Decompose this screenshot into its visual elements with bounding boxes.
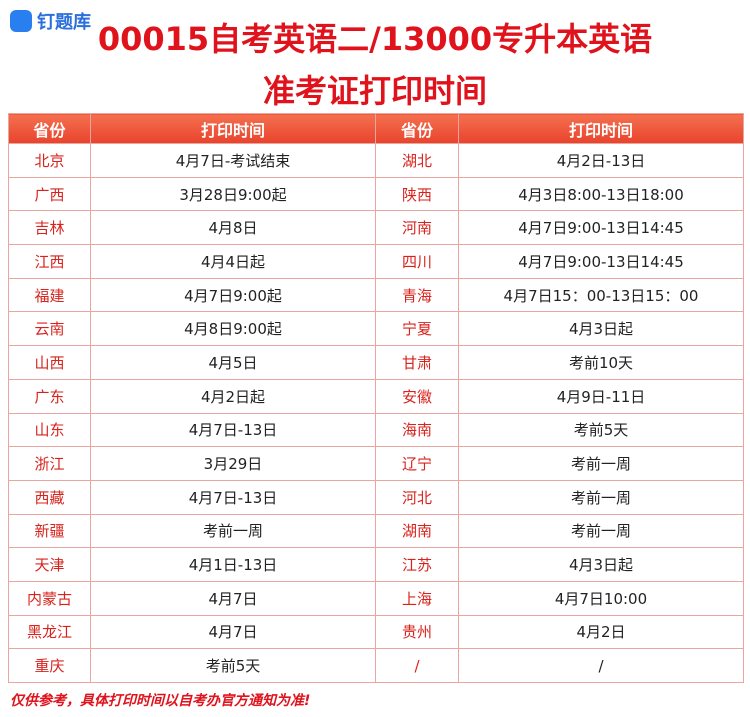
header-cell: 打印时间: [458, 113, 744, 144]
province-cell: /: [375, 648, 459, 683]
time-cell: 4月7日15：00-13日15：00: [458, 277, 744, 313]
logo: 钉题库: [10, 8, 91, 34]
table-row: 西藏 4月7日-13日 河北 考前一周: [8, 479, 744, 515]
time-cell: 3月28日9:00起: [90, 176, 376, 212]
time-cell: 4月7日9:00-13日14:45: [458, 244, 744, 279]
time-cell: 4月7日-考试结束: [90, 143, 376, 178]
time-cell: 4月4日起: [90, 244, 376, 279]
time-cell: 4月5日: [90, 345, 376, 380]
province-cell: 云南: [8, 311, 91, 347]
province-cell: 海南: [375, 412, 459, 448]
province-cell: 内蒙古: [8, 580, 91, 616]
table-row: 江西 4月4日起 四川 4月7日9:00-13日14:45: [8, 244, 744, 279]
province-cell: 青海: [375, 277, 459, 313]
title: 准考证打印时间: [262, 72, 487, 110]
time-cell: 3月29日: [90, 446, 376, 481]
title: 00015自考英语二/13000专升本英语: [97, 20, 653, 58]
province-cell: 四川: [375, 244, 459, 279]
table-row: 内蒙古 4月7日 上海 4月7日10:00: [8, 580, 744, 616]
time-cell: /: [458, 648, 744, 683]
time-cell: 考前一周: [90, 513, 376, 549]
time-cell: 4月2日-13日: [458, 143, 744, 178]
province-cell: 福建: [8, 277, 91, 313]
header-cell: 省份: [375, 113, 459, 144]
time-cell: 4月7日: [90, 614, 376, 650]
note: 仅供参考，具体打印时间以自考办官方通知为准!: [10, 693, 311, 709]
table-row: 云南 4月8日9:00起 宁夏 4月3日起: [8, 311, 744, 347]
table-row: 广东 4月2日起 安徽 4月9日-11日: [8, 378, 744, 414]
time-cell: 4月7日9:00起: [90, 277, 376, 313]
time-cell: 4月7日-13日: [90, 479, 376, 515]
province-cell: 江西: [8, 244, 91, 279]
province-cell: 河北: [375, 479, 459, 515]
logo-text: 钉题库: [37, 12, 91, 33]
province-cell: 陕西: [375, 176, 459, 212]
time-cell: 4月7日-13日: [90, 412, 376, 448]
time-cell: 4月3日起: [458, 547, 744, 582]
province-cell: 黑龙江: [8, 614, 91, 650]
logo-icon: [10, 10, 32, 32]
table-row: 新疆 考前一周 湖南 考前一周: [8, 513, 744, 549]
time-cell: 4月7日: [90, 580, 376, 616]
time-cell: 4月3日起: [458, 311, 744, 347]
province-cell: 上海: [375, 580, 459, 616]
header-row: 省份 打印时间 省份 打印时间: [8, 113, 744, 144]
table-row: 北京 4月7日-考试结束 湖北 4月2日-13日: [8, 143, 744, 178]
table-body: 北京 4月7日-考试结束 湖北 4月2日-13日 广西 3月28日9:00起 陕西 4月3日8…: [8, 143, 744, 683]
time-cell: 考前一周: [458, 446, 744, 481]
table-row: 山西 4月5日 甘肃 考前10天: [8, 345, 744, 380]
table: 省份 打印时间 省份 打印时间 北京 4月7日-考试结束 湖北 4月2日-13日 广西 3月28…: [8, 113, 744, 683]
time-cell: 4月7日9:00-13日14:45: [458, 210, 744, 246]
table-row: 吉林 4月8日 河南 4月7日9:00-13日14:45: [8, 210, 744, 246]
province-cell: 广西: [8, 176, 91, 212]
time-cell: 4月2日起: [90, 378, 376, 414]
time-cell: 考前10天: [458, 345, 744, 380]
time-cell: 考前5天: [90, 648, 376, 683]
time-cell: 考前一周: [458, 479, 744, 515]
header-cell: 打印时间: [90, 113, 376, 144]
province-cell: 湖南: [375, 513, 459, 549]
province-cell: 河南: [375, 210, 459, 246]
province-cell: 山东: [8, 412, 91, 448]
time-cell: 4月8日: [90, 210, 376, 246]
table-row: 天津 4月1日-13日 江苏 4月3日起: [8, 547, 744, 582]
province-cell: 甘肃: [375, 345, 459, 380]
time-cell: 4月1日-13日: [90, 547, 376, 582]
time-cell: 4月7日10:00: [458, 580, 744, 616]
province-cell: 贵州: [375, 614, 459, 650]
header-cell: 省份: [8, 113, 91, 144]
table-row: 福建 4月7日9:00起 青海 4月7日15：00-13日15：00: [8, 277, 744, 313]
time-cell: 4月2日: [458, 614, 744, 650]
time-cell: 考前5天: [458, 412, 744, 448]
province-cell: 西藏: [8, 479, 91, 515]
time-cell: 4月8日9:00起: [90, 311, 376, 347]
province-cell: 辽宁: [375, 446, 459, 481]
province-cell: 安徽: [375, 378, 459, 414]
table-row: 广西 3月28日9:00起 陕西 4月3日8:00-13日18:00: [8, 176, 744, 212]
province-cell: 广东: [8, 378, 91, 414]
province-cell: 湖北: [375, 143, 459, 178]
province-cell: 吉林: [8, 210, 91, 246]
province-cell: 江苏: [375, 547, 459, 582]
province-cell: 天津: [8, 547, 91, 582]
province-cell: 山西: [8, 345, 91, 380]
province-cell: 新疆: [8, 513, 91, 549]
table-row: 黑龙江 4月7日 贵州 4月2日: [8, 614, 744, 650]
province-cell: 北京: [8, 143, 91, 178]
time-cell: 4月3日8:00-13日18:00: [458, 176, 744, 212]
time-cell: 考前一周: [458, 513, 744, 549]
time-cell: 4月9日-11日: [458, 378, 744, 414]
table-row: 浙江 3月29日 辽宁 考前一周: [8, 446, 744, 481]
province-cell: 浙江: [8, 446, 91, 481]
province-cell: 重庆: [8, 648, 91, 683]
table-row: 山东 4月7日-13日 海南 考前5天: [8, 412, 744, 448]
province-cell: 宁夏: [375, 311, 459, 347]
table-row: 重庆 考前5天 / /: [8, 648, 744, 683]
